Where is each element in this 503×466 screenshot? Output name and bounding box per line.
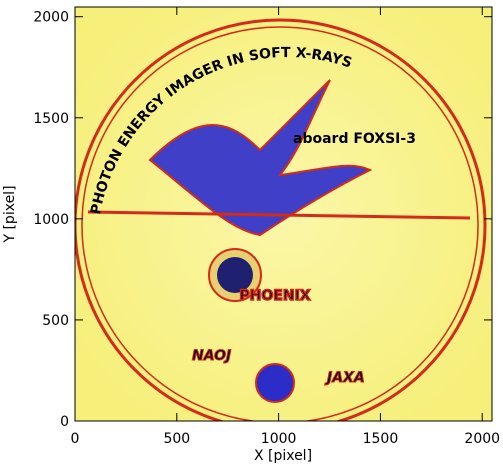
x-tick-label: 0 [71, 431, 80, 447]
outer-ring [75, 18, 487, 421]
x-axis-label: X [pixel] [254, 448, 312, 464]
y-tick-label: 0 [60, 414, 69, 430]
x-tick-label: 1500 [363, 431, 399, 447]
sun-core [217, 257, 253, 293]
inner-ring [81, 26, 479, 421]
name-text: PHOENIX [239, 288, 310, 304]
naoj-logo: NAOJ [192, 348, 231, 364]
x-tick-label: 2000 [464, 431, 500, 447]
jaxa-logo: JAXA [324, 370, 365, 386]
phoenix-bird [148, 79, 373, 237]
x-tick-label: 1000 [261, 431, 297, 447]
logo-circle [255, 363, 295, 403]
x-tick-label: 500 [163, 431, 190, 447]
arrow [87, 210, 471, 220]
y-tick-label: 1500 [33, 111, 69, 127]
axes: X [pixel] Y [pixel] 0 500 1000 1500 2000 0 500… [2, 6, 500, 464]
plot-frame [74, 6, 493, 422]
y-tick-label: 1000 [33, 212, 69, 228]
y-tick-label: 2000 [33, 10, 69, 26]
aboard-text: aboard FOXSI-3 [293, 131, 416, 147]
y-axis-label: Y [pixel] [2, 185, 18, 243]
image: PHOTON ENERGY IMAGER IN SOFT X-RAYSaboar… [75, 7, 492, 421]
y-tick-label: 500 [42, 313, 69, 329]
